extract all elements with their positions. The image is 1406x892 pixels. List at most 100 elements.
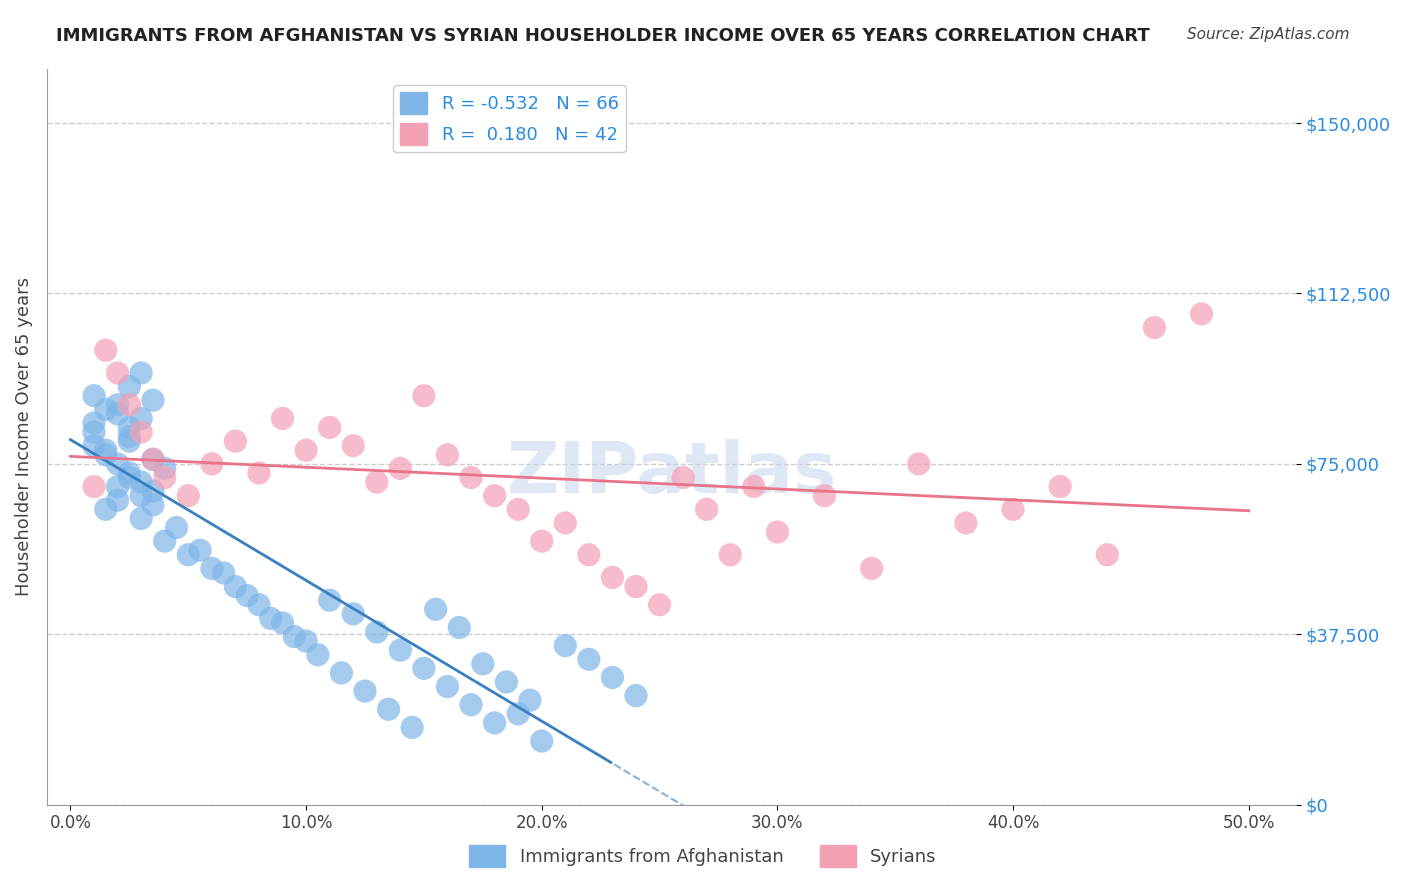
Syrians [672, 470, 695, 484]
Syrians [907, 457, 929, 471]
Syrians [602, 570, 624, 584]
Syrians [578, 548, 600, 562]
Immigrants from Afghanistan [283, 630, 305, 644]
Syrians [94, 343, 117, 358]
Immigrants from Afghanistan [295, 634, 318, 648]
Syrians [118, 398, 141, 412]
Immigrants from Afghanistan [83, 416, 105, 430]
Immigrants from Afghanistan [307, 648, 329, 662]
Syrians [1049, 479, 1071, 493]
Immigrants from Afghanistan [107, 479, 129, 493]
Syrians [718, 548, 741, 562]
Syrians [766, 524, 789, 539]
Immigrants from Afghanistan [342, 607, 364, 621]
Immigrants from Afghanistan [83, 389, 105, 403]
Legend: Immigrants from Afghanistan, Syrians: Immigrants from Afghanistan, Syrians [463, 838, 943, 874]
Immigrants from Afghanistan [153, 534, 176, 549]
Immigrants from Afghanistan [83, 439, 105, 453]
Immigrants from Afghanistan [495, 675, 517, 690]
Immigrants from Afghanistan [118, 466, 141, 480]
Syrians [436, 448, 458, 462]
Syrians [742, 479, 765, 493]
Syrians [153, 470, 176, 484]
Immigrants from Afghanistan [554, 639, 576, 653]
Syrians [389, 461, 412, 475]
Immigrants from Afghanistan [519, 693, 541, 707]
Immigrants from Afghanistan [118, 470, 141, 484]
Immigrants from Afghanistan [413, 661, 436, 675]
Immigrants from Afghanistan [142, 484, 165, 499]
Syrians [460, 470, 482, 484]
Syrians [1143, 320, 1166, 334]
Immigrants from Afghanistan [188, 543, 211, 558]
Syrians [83, 479, 105, 493]
Syrians [318, 420, 340, 434]
Immigrants from Afghanistan [260, 611, 283, 625]
Syrians [342, 439, 364, 453]
Syrians [508, 502, 530, 516]
Immigrants from Afghanistan [129, 475, 152, 489]
Syrians [955, 516, 977, 530]
Syrians [177, 489, 200, 503]
Syrians [554, 516, 576, 530]
Immigrants from Afghanistan [425, 602, 447, 616]
Immigrants from Afghanistan [366, 625, 388, 640]
Legend: R = -0.532   N = 66, R =  0.180   N = 42: R = -0.532 N = 66, R = 0.180 N = 42 [394, 85, 626, 153]
Immigrants from Afghanistan [107, 407, 129, 421]
Syrians [247, 466, 270, 480]
Immigrants from Afghanistan [318, 593, 340, 607]
Syrians [624, 580, 647, 594]
Immigrants from Afghanistan [224, 580, 246, 594]
Immigrants from Afghanistan [107, 493, 129, 508]
Syrians [1097, 548, 1119, 562]
Text: IMMIGRANTS FROM AFGHANISTAN VS SYRIAN HOUSEHOLDER INCOME OVER 65 YEARS CORRELATI: IMMIGRANTS FROM AFGHANISTAN VS SYRIAN HO… [56, 27, 1150, 45]
Immigrants from Afghanistan [118, 434, 141, 449]
Immigrants from Afghanistan [484, 715, 506, 730]
Immigrants from Afghanistan [354, 684, 377, 698]
Immigrants from Afghanistan [201, 561, 224, 575]
Immigrants from Afghanistan [177, 548, 200, 562]
Immigrants from Afghanistan [389, 643, 412, 657]
Immigrants from Afghanistan [94, 502, 117, 516]
Immigrants from Afghanistan [236, 589, 259, 603]
Immigrants from Afghanistan [401, 721, 423, 735]
Syrians [484, 489, 506, 503]
Syrians [413, 389, 436, 403]
Immigrants from Afghanistan [129, 411, 152, 425]
Text: Source: ZipAtlas.com: Source: ZipAtlas.com [1187, 27, 1350, 42]
Immigrants from Afghanistan [153, 461, 176, 475]
Text: ZIPatlas: ZIPatlas [506, 439, 837, 508]
Immigrants from Afghanistan [118, 379, 141, 393]
Immigrants from Afghanistan [83, 425, 105, 439]
Immigrants from Afghanistan [271, 615, 294, 630]
Immigrants from Afghanistan [142, 452, 165, 467]
Immigrants from Afghanistan [508, 706, 530, 721]
Immigrants from Afghanistan [94, 443, 117, 458]
Syrians [271, 411, 294, 425]
Syrians [860, 561, 883, 575]
Immigrants from Afghanistan [530, 734, 553, 748]
Immigrants from Afghanistan [94, 448, 117, 462]
Syrians [813, 489, 835, 503]
Immigrants from Afghanistan [471, 657, 494, 671]
Immigrants from Afghanistan [166, 520, 188, 534]
Syrians [696, 502, 718, 516]
Immigrants from Afghanistan [436, 680, 458, 694]
Immigrants from Afghanistan [129, 366, 152, 380]
Immigrants from Afghanistan [377, 702, 399, 716]
Syrians [648, 598, 671, 612]
Syrians [224, 434, 246, 449]
Y-axis label: Householder Income Over 65 years: Householder Income Over 65 years [15, 277, 32, 596]
Syrians [1001, 502, 1024, 516]
Syrians [366, 475, 388, 489]
Immigrants from Afghanistan [602, 670, 624, 684]
Immigrants from Afghanistan [142, 393, 165, 408]
Syrians [201, 457, 224, 471]
Immigrants from Afghanistan [107, 457, 129, 471]
Immigrants from Afghanistan [247, 598, 270, 612]
Immigrants from Afghanistan [330, 665, 353, 680]
Immigrants from Afghanistan [624, 689, 647, 703]
Syrians [1191, 307, 1213, 321]
Immigrants from Afghanistan [107, 398, 129, 412]
Syrians [295, 443, 318, 458]
